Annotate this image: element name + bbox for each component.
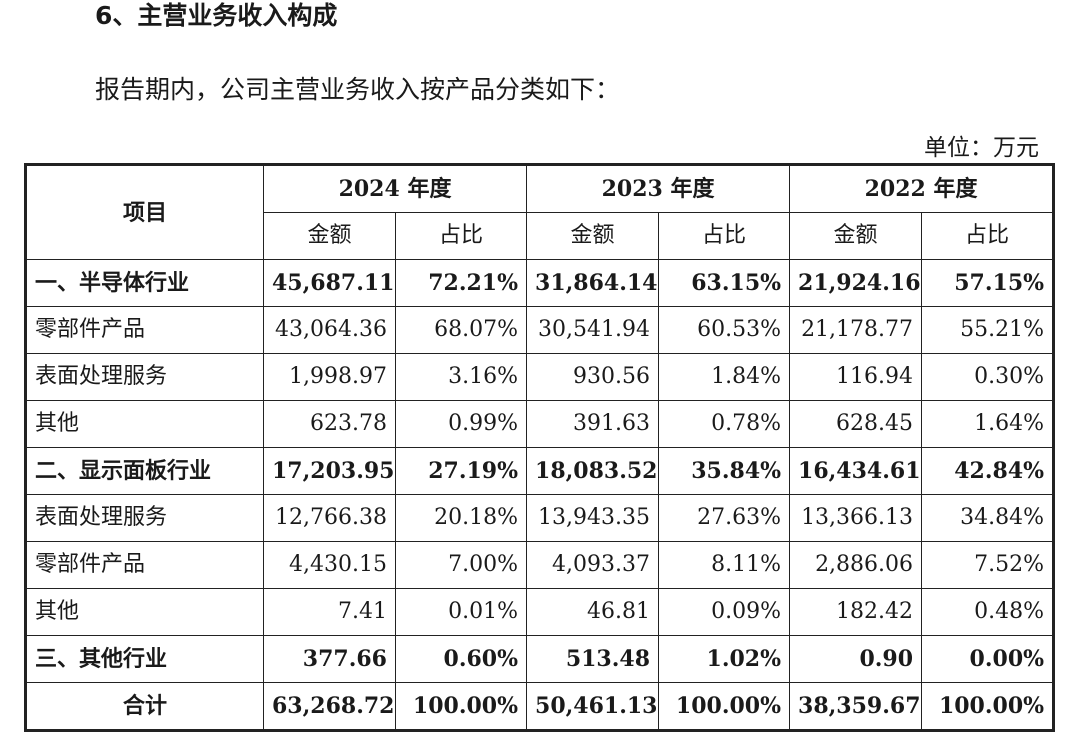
amount-cell: 31,864.14 [526, 259, 660, 307]
ratio-cell: 8.11% [658, 541, 791, 589]
ratio-cell: 1.64% [921, 400, 1055, 448]
ratio-cell: 100.00% [394, 682, 528, 731]
amount-cell: 12,766.38 [263, 494, 396, 542]
ratio-header: 占比 [921, 212, 1055, 260]
row-label: 零部件产品 [25, 541, 264, 589]
year-header: 2022 年度 [789, 164, 1055, 213]
row-label: 表面处理服务 [25, 494, 264, 542]
intro-paragraph: 报告期内，公司主营业务收入按产品分类如下： [95, 75, 621, 104]
table-row: 表面处理服务 12,766.38 20.18% 13,943.35 27.63% 13,3… [25, 494, 1055, 542]
table-row: 零部件产品 43,064.36 68.07% 30,541.94 60.53% 21,17… [25, 306, 1055, 354]
row-label: 合计 [25, 682, 264, 731]
ratio-cell: 27.19% [394, 447, 528, 495]
table-row: 其他 7.41 0.01% 46.81 0.09% 182.42 0.48% [25, 588, 1055, 636]
ratio-cell: 7.00% [394, 541, 528, 589]
amount-cell: 182.42 [789, 588, 923, 636]
table-row: 零部件产品 4,430.15 7.00% 4,093.37 8.11% 2,886.06 7… [25, 541, 1055, 589]
row-label: 表面处理服务 [25, 353, 264, 401]
ratio-cell: 7.52% [921, 541, 1055, 589]
amount-cell: 930.56 [526, 353, 660, 401]
ratio-cell: 1.84% [658, 353, 791, 401]
ratio-cell: 100.00% [658, 682, 791, 731]
ratio-cell: 0.00% [921, 635, 1055, 683]
amount-cell: 16,434.61 [789, 447, 923, 495]
ratio-cell: 0.01% [394, 588, 528, 636]
ratio-cell: 27.63% [658, 494, 791, 542]
ratio-cell: 68.07% [394, 306, 528, 354]
amount-cell: 45,687.11 [263, 259, 396, 307]
ratio-cell: 0.99% [394, 400, 528, 448]
table-row: 其他 623.78 0.99% 391.63 0.78% 628.45 1.64% [25, 400, 1055, 448]
amount-cell: 116.94 [789, 353, 923, 401]
amount-cell: 7.41 [263, 588, 396, 636]
section-heading: 6、主营业务收入构成 [95, 1, 338, 30]
amount-cell: 50,461.13 [526, 682, 660, 731]
year-header: 2024 年度 [262, 164, 528, 213]
amount-cell: 0.90 [789, 635, 923, 683]
amount-cell: 391.63 [526, 400, 660, 448]
ratio-cell: 34.84% [921, 494, 1055, 542]
amount-cell: 18,083.52 [526, 447, 660, 495]
amount-cell: 13,943.35 [526, 494, 660, 542]
ratio-cell: 1.02% [658, 635, 791, 683]
amount-cell: 513.48 [526, 635, 660, 683]
row-label: 二、显示面板行业 [25, 447, 264, 495]
ratio-cell: 57.15% [921, 259, 1055, 307]
ratio-cell: 60.53% [658, 306, 791, 354]
ratio-cell: 0.09% [658, 588, 791, 636]
table-row: 合计 63,268.72 100.00% 50,461.13 100.00% 38,359… [25, 682, 1055, 731]
table-row: 三、其他行业 377.66 0.60% 513.48 1.02% 0.90 0.00% [25, 635, 1055, 683]
row-label: 零部件产品 [25, 306, 264, 354]
amount-cell: 4,093.37 [526, 541, 660, 589]
amount-cell: 17,203.95 [263, 447, 396, 495]
amount-cell: 63,268.72 [263, 682, 396, 731]
amount-cell: 1,998.97 [263, 353, 396, 401]
ratio-cell: 42.84% [921, 447, 1055, 495]
ratio-cell: 20.18% [394, 494, 528, 542]
amount-header: 金额 [263, 212, 396, 260]
revenue-table: 项目 2024 年度 2023 年度 2022 年度 金额 占比 金额 占比 金… [24, 163, 1056, 732]
ratio-header: 占比 [658, 212, 791, 260]
ratio-cell: 35.84% [658, 447, 791, 495]
amount-cell: 13,366.13 [789, 494, 923, 542]
amount-cell: 628.45 [789, 400, 923, 448]
amount-cell: 2,886.06 [789, 541, 923, 589]
ratio-cell: 0.48% [921, 588, 1055, 636]
table-row: 二、显示面板行业 17,203.95 27.19% 18,083.52 35.84% 16… [25, 447, 1055, 495]
table-body: 一、半导体行业 45,687.11 72.21% 31,864.14 63.15% 21,… [25, 259, 1055, 731]
row-label: 其他 [25, 588, 264, 636]
unit-note: 单位：万元 [924, 135, 1039, 161]
ratio-cell: 0.60% [394, 635, 528, 683]
amount-cell: 377.66 [263, 635, 396, 683]
amount-header: 金额 [789, 212, 923, 260]
amount-cell: 38,359.67 [789, 682, 923, 731]
table-row: 一、半导体行业 45,687.11 72.21% 31,864.14 63.15% 21,… [25, 259, 1055, 307]
year-header: 2023 年度 [526, 164, 791, 213]
amount-cell: 21,924.16 [789, 259, 923, 307]
amount-cell: 46.81 [526, 588, 660, 636]
amount-cell: 21,178.77 [789, 306, 923, 354]
ratio-cell: 63.15% [658, 259, 791, 307]
amount-cell: 30,541.94 [526, 306, 660, 354]
row-label: 其他 [25, 400, 264, 448]
amount-cell: 43,064.36 [263, 306, 396, 354]
ratio-cell: 0.78% [658, 400, 791, 448]
ratio-cell: 100.00% [921, 682, 1055, 731]
item-header: 项目 [25, 164, 264, 260]
ratio-cell: 72.21% [394, 259, 528, 307]
amount-header: 金额 [526, 212, 660, 260]
ratio-cell: 0.30% [921, 353, 1055, 401]
ratio-cell: 3.16% [394, 353, 528, 401]
amount-cell: 4,430.15 [263, 541, 396, 589]
ratio-cell: 55.21% [921, 306, 1055, 354]
row-label: 三、其他行业 [25, 635, 264, 683]
row-label: 一、半导体行业 [25, 259, 264, 307]
ratio-header: 占比 [394, 212, 528, 260]
table-row: 表面处理服务 1,998.97 3.16% 930.56 1.84% 116.94 0.30… [25, 353, 1055, 401]
amount-cell: 623.78 [263, 400, 396, 448]
